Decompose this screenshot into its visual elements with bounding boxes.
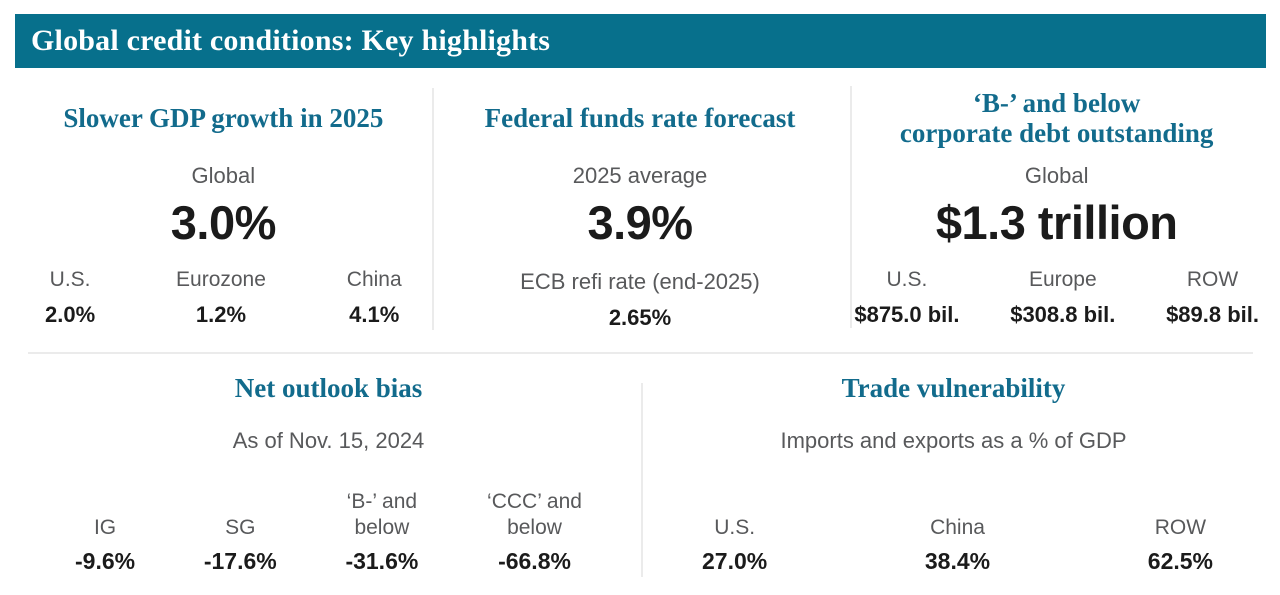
stat-label: ‘B-’ and below xyxy=(346,489,418,539)
primary-value-global-debt: $1.3 trillion xyxy=(935,196,1178,249)
stat-value: 38.4% xyxy=(924,548,991,574)
stat-europe-debt: Europe $308.8 bil. xyxy=(1010,267,1115,328)
stat-value: $89.8 bil. xyxy=(1166,301,1260,327)
stat-value: -9.6% xyxy=(75,548,136,574)
stat-value: -66.8% xyxy=(498,548,571,574)
gdp-sub-stats: U.S. 2.0% Eurozone 1.2% China 4.1% xyxy=(15,267,432,328)
page-title: Global credit conditions: Key highlights xyxy=(31,24,551,57)
subtitle-as-of-date: As of Nov. 15, 2024 xyxy=(232,428,425,453)
secondary-value-ecb-refi: 2.65% xyxy=(608,304,672,330)
stat-value: 1.2% xyxy=(195,301,247,327)
section-title-net-outlook-bias: Net outlook bias xyxy=(234,372,423,403)
section-trade-vulnerability: Trade vulnerability Imports and exports … xyxy=(642,368,1265,575)
stat-ig: IG -9.6% xyxy=(75,488,135,575)
stat-label: U.S. xyxy=(49,267,91,291)
stat-eurozone-gdp: Eurozone 1.2% xyxy=(176,267,266,328)
section-title-fed-funds: Federal funds rate forecast xyxy=(484,102,796,133)
secondary-label-ecb-refi: ECB refi rate (end-2025) xyxy=(520,268,760,294)
stat-us-trade: U.S. 27.0% xyxy=(702,488,767,575)
stat-value: -17.6% xyxy=(203,548,277,574)
primary-label-global: Global xyxy=(1024,163,1089,188)
stat-china-trade: China 38.4% xyxy=(925,488,990,575)
stat-label: ROW xyxy=(1154,515,1207,539)
primary-label-2025-average: 2025 average xyxy=(572,163,708,188)
stat-label: ‘CCC’ and below xyxy=(487,489,582,539)
stat-label: SG xyxy=(225,515,256,539)
stat-label: ROW xyxy=(1186,267,1239,291)
top-stats-grid: Slower GDP growth in 2025 Global 3.0% U.… xyxy=(15,85,1265,331)
stat-label: Europe xyxy=(1028,267,1097,291)
header-bar: Global credit conditions: Key highlights xyxy=(15,14,1266,68)
section-title-gdp-growth: Slower GDP growth in 2025 xyxy=(63,102,384,133)
stat-us-gdp: U.S. 2.0% xyxy=(45,267,95,328)
divider-vertical-2 xyxy=(850,86,852,328)
stat-row-debt: ROW $89.8 bil. xyxy=(1166,267,1259,328)
stat-row-trade: ROW 62.5% xyxy=(1148,488,1213,575)
stat-sg: SG -17.6% xyxy=(204,488,277,575)
stat-label: China xyxy=(930,515,985,539)
stat-value: -31.6% xyxy=(345,548,419,574)
section-fed-funds-forecast: Federal funds rate forecast 2025 average… xyxy=(432,85,849,331)
stat-ccc-and-below: ‘CCC’ and below -66.8% xyxy=(487,488,582,575)
trade-vulnerability-stats: U.S. 27.0% China 38.4% ROW 62.5% xyxy=(642,488,1265,575)
stat-label: IG xyxy=(93,515,117,539)
stat-us-debt: U.S. $875.0 bil. xyxy=(854,267,959,328)
bottom-stats-grid: Net outlook bias As of Nov. 15, 2024 IG … xyxy=(15,368,1265,575)
stat-b-minus-and-below: ‘B-’ and below -31.6% xyxy=(345,488,418,575)
stat-value: $875.0 bil. xyxy=(854,301,960,327)
divider-horizontal xyxy=(28,352,1253,354)
subtitle-imports-exports: Imports and exports as a % of GDP xyxy=(780,428,1127,453)
outlook-bias-stats: IG -9.6% SG -17.6% ‘B-’ and below -31.6%… xyxy=(15,488,642,575)
debt-sub-stats: U.S. $875.0 bil. Europe $308.8 bil. ROW … xyxy=(848,267,1265,328)
stat-label: Eurozone xyxy=(176,267,266,291)
stat-value: 27.0% xyxy=(702,548,768,574)
primary-value-global-gdp: 3.0% xyxy=(170,196,277,249)
section-corporate-debt: ‘B-’ and below corporate debt outstandin… xyxy=(848,85,1265,331)
stat-value: 2.0% xyxy=(45,301,96,327)
stat-label: U.S. xyxy=(714,515,756,539)
stat-china-gdp: China 4.1% xyxy=(347,267,402,328)
primary-value-fed-funds: 3.9% xyxy=(587,196,693,249)
stat-label: U.S. xyxy=(886,267,928,291)
section-title-corporate-debt: ‘B-’ and below corporate debt outstandin… xyxy=(899,87,1214,148)
section-gdp-growth: Slower GDP growth in 2025 Global 3.0% U.… xyxy=(15,85,432,331)
section-net-outlook-bias: Net outlook bias As of Nov. 15, 2024 IG … xyxy=(15,368,642,575)
section-title-trade-vulnerability: Trade vulnerability xyxy=(841,372,1066,403)
primary-label-global: Global xyxy=(191,163,256,188)
stat-value: 4.1% xyxy=(349,301,400,327)
divider-vertical-1 xyxy=(432,88,434,330)
stat-label: China xyxy=(346,267,402,291)
stat-value: $308.8 bil. xyxy=(1010,301,1116,327)
stat-value: 62.5% xyxy=(1147,548,1213,574)
divider-vertical-bottom xyxy=(641,383,643,577)
